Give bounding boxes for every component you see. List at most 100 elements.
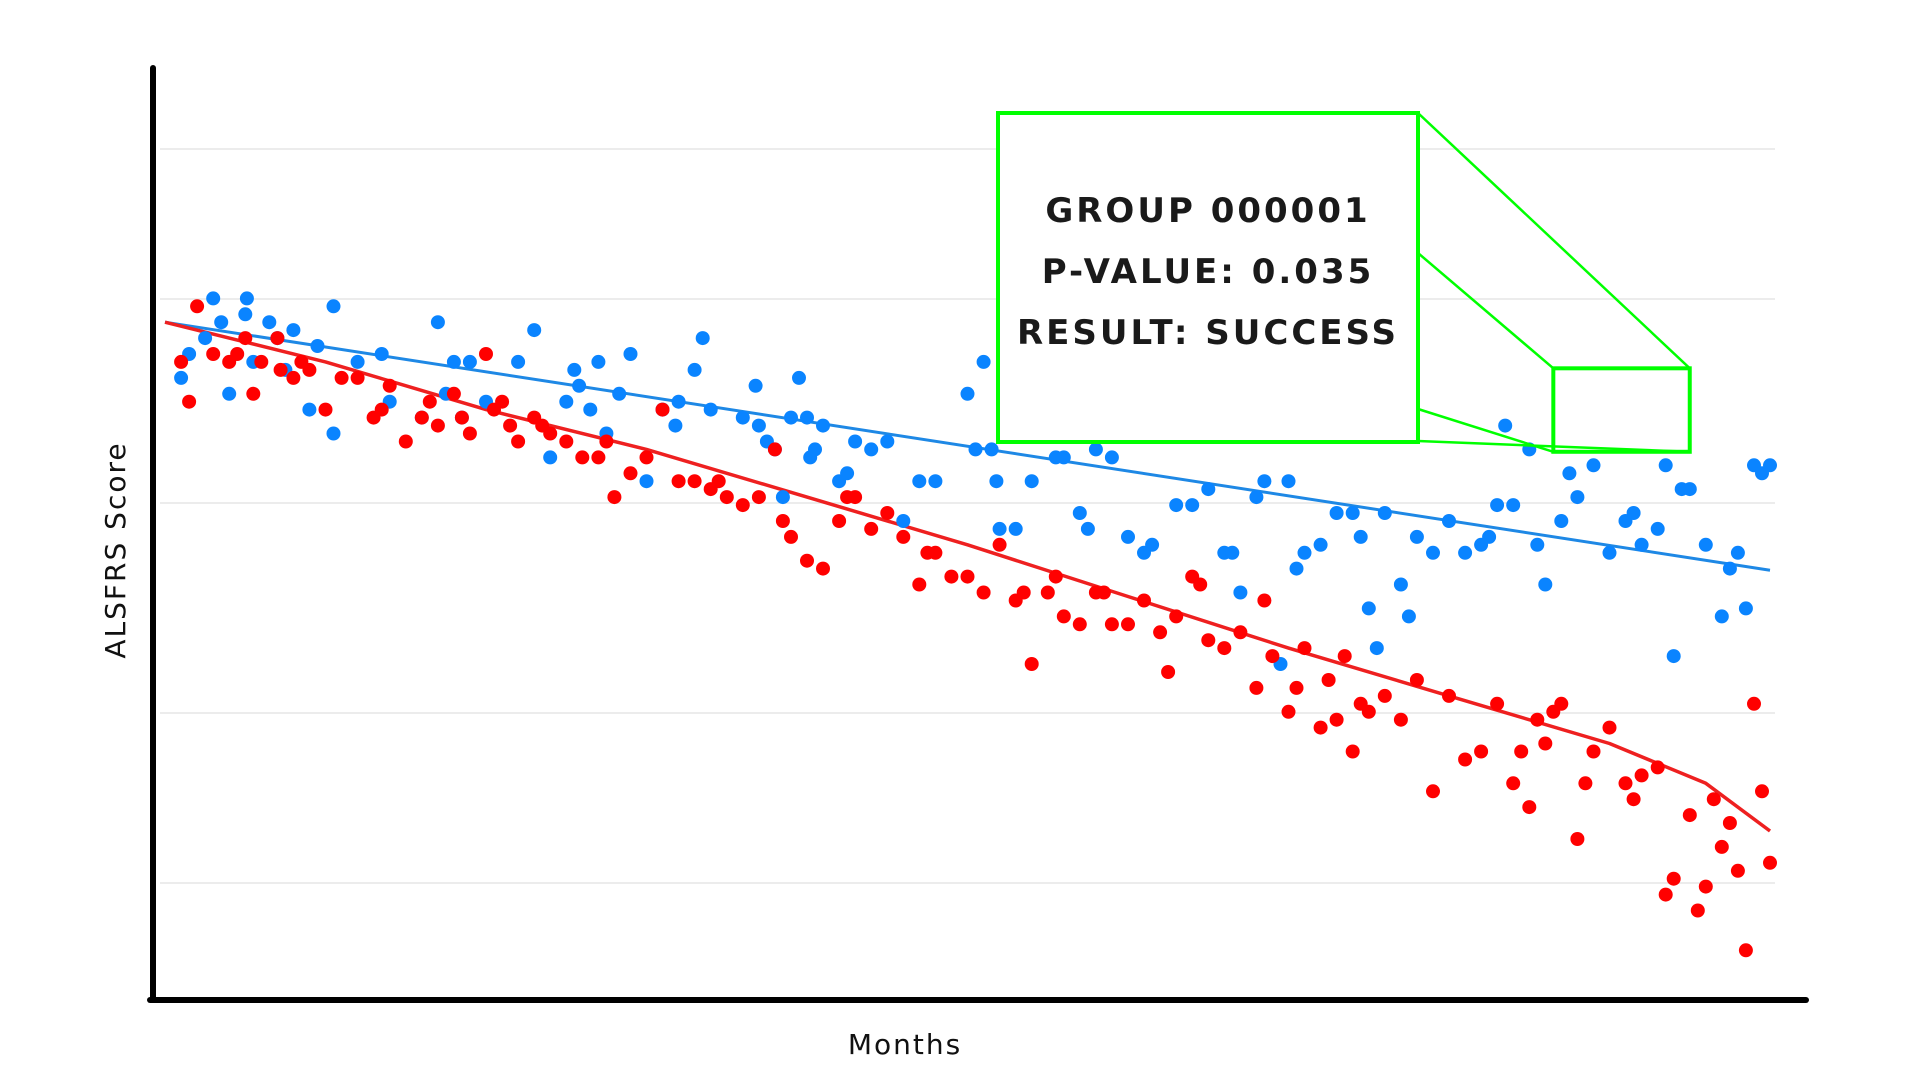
red-point [246, 386, 261, 401]
blue-point [989, 474, 1004, 489]
red-point [1578, 776, 1593, 791]
red-point [832, 514, 847, 528]
blue-point [222, 386, 237, 401]
red-point [1289, 680, 1304, 695]
red-point [1377, 688, 1392, 703]
zoom-connector [1417, 112, 1691, 370]
red-point [1257, 593, 1272, 608]
blue-point [695, 331, 710, 346]
blue-point [668, 418, 683, 433]
blue-point [1313, 537, 1328, 552]
red-point [382, 378, 397, 393]
red-point [1474, 744, 1489, 759]
red-point [639, 450, 654, 465]
red-point [254, 354, 269, 369]
red-point [1249, 680, 1264, 695]
red-point [1169, 609, 1184, 624]
blue-point [1698, 537, 1713, 552]
blue-point [687, 362, 702, 377]
red-point [1409, 673, 1424, 687]
red-point [1072, 617, 1087, 632]
red-point [1458, 752, 1473, 767]
red-point [479, 347, 493, 361]
red-point [1506, 776, 1521, 791]
red-point [944, 569, 959, 584]
red-point [1361, 704, 1376, 719]
red-point [1313, 720, 1328, 735]
red-point [1738, 943, 1753, 958]
red-point [1265, 649, 1280, 664]
blue-point [350, 354, 365, 369]
red-point [960, 569, 975, 584]
red-point [1329, 712, 1344, 727]
red-point [182, 394, 197, 409]
blue-point [1024, 474, 1039, 489]
red-point [1650, 760, 1665, 775]
red-point [599, 434, 614, 449]
red-point [1096, 585, 1111, 600]
blue-point [543, 450, 558, 465]
blue-point [623, 347, 638, 361]
blue-point [1626, 506, 1641, 520]
red-point [1393, 712, 1408, 727]
red-point [1755, 784, 1769, 799]
red-point [270, 331, 285, 346]
blue-point [1538, 577, 1553, 592]
red-point [414, 410, 429, 425]
gridlines [160, 148, 1775, 884]
blue-point [864, 442, 879, 457]
red-point [1602, 720, 1617, 735]
blue-point [928, 474, 943, 489]
inset-box [996, 111, 1420, 444]
red-point [318, 402, 333, 417]
red-point [1040, 585, 1055, 600]
red-point [623, 466, 638, 481]
blue-point [239, 291, 254, 306]
blue-point [800, 410, 814, 425]
red-point [273, 362, 288, 377]
blue-point [572, 378, 587, 393]
red-point [1666, 871, 1681, 886]
blue-point [198, 331, 213, 346]
blue-point [840, 466, 855, 481]
red-point [896, 529, 911, 544]
blue-point [1722, 561, 1737, 576]
red-point [775, 514, 790, 528]
blue-point [583, 402, 598, 417]
blue-point [1353, 529, 1368, 544]
red-point [1706, 792, 1721, 807]
axes [147, 65, 1809, 1003]
blue-point [430, 315, 445, 330]
red-point [992, 537, 1007, 552]
red-point [430, 418, 445, 433]
red-trend-line [164, 320, 1772, 833]
blue-point [567, 362, 582, 377]
blue-point [751, 418, 766, 433]
blue-point [1169, 498, 1184, 513]
red-point [1345, 744, 1360, 759]
blue-point [238, 307, 253, 322]
blue-point [735, 410, 750, 425]
blue-point [984, 442, 999, 457]
red-point [912, 577, 927, 592]
blue-point [1249, 490, 1264, 505]
red-point [735, 498, 750, 513]
red-point [238, 331, 253, 346]
red-point [1048, 569, 1063, 584]
red-point [864, 521, 879, 536]
blue-point [374, 347, 389, 361]
red-point [719, 490, 734, 505]
red-point [1121, 617, 1135, 632]
blue-point [880, 434, 895, 449]
red-point [1698, 879, 1713, 894]
blue-point [1682, 482, 1697, 497]
red-point [495, 394, 510, 409]
blue-point [310, 339, 325, 353]
blue-point [1409, 529, 1424, 544]
blue-point [1442, 514, 1456, 528]
red-point [1016, 585, 1031, 600]
red-point [1682, 808, 1697, 823]
blue-point [748, 378, 763, 393]
red-point [751, 490, 766, 505]
blue-point [848, 434, 863, 449]
